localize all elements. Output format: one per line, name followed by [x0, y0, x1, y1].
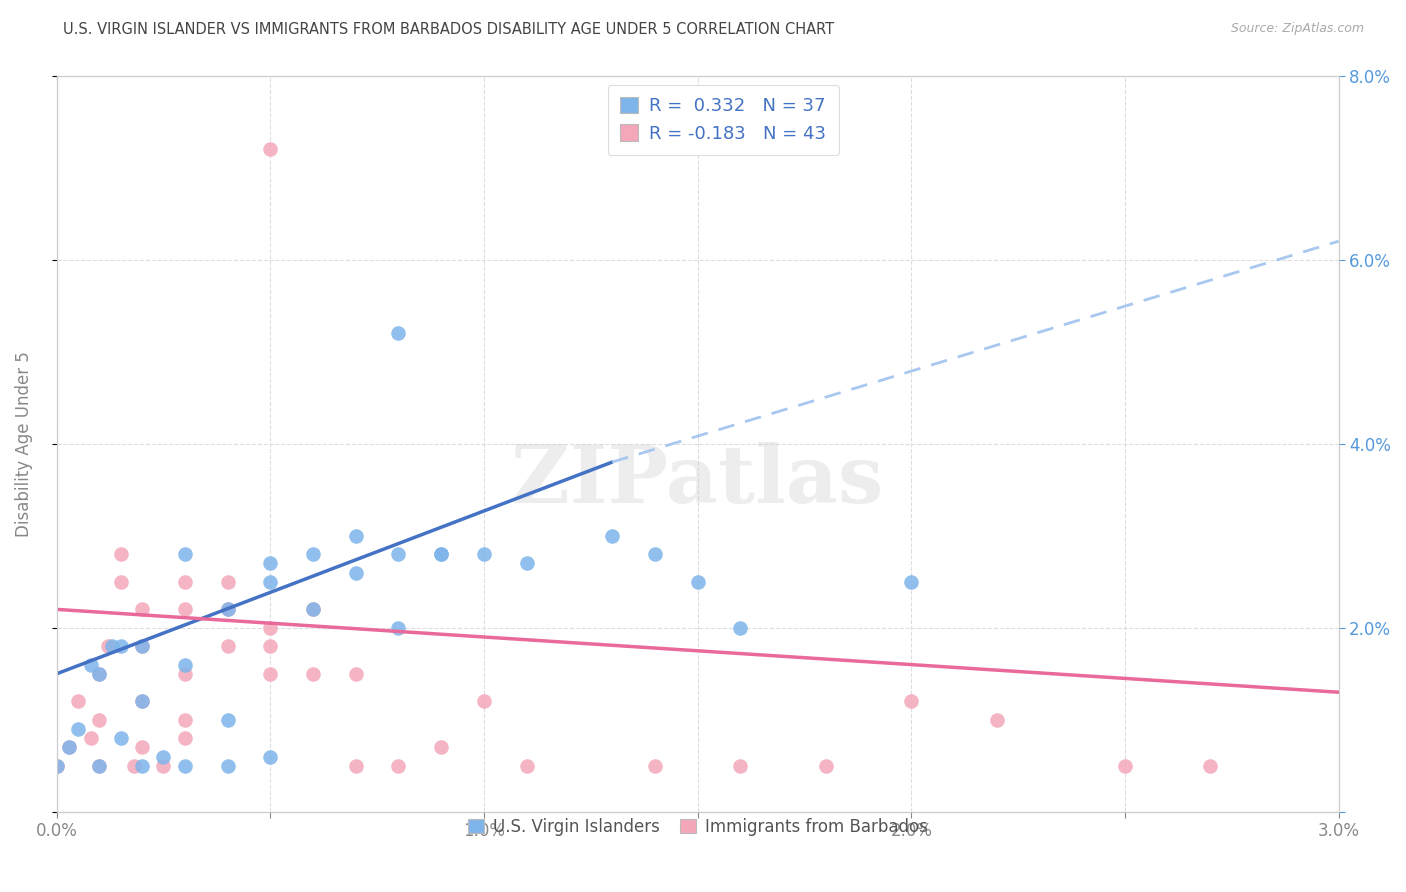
- Point: [387, 621, 409, 635]
- Point: [89, 759, 111, 773]
- Point: [80, 731, 103, 746]
- Point: [259, 574, 281, 589]
- Point: [89, 713, 111, 727]
- Point: [302, 666, 325, 681]
- Point: [344, 666, 367, 681]
- Point: [173, 602, 195, 616]
- Point: [97, 639, 120, 653]
- Point: [814, 759, 837, 773]
- Point: [89, 759, 111, 773]
- Point: [259, 639, 281, 653]
- Point: [131, 694, 153, 708]
- Point: [110, 639, 132, 653]
- Legend: U.S. Virgin Islanders, Immigrants from Barbados: U.S. Virgin Islanders, Immigrants from B…: [460, 809, 936, 844]
- Point: [387, 759, 409, 773]
- Point: [730, 621, 752, 635]
- Point: [516, 557, 538, 571]
- Point: [217, 713, 239, 727]
- Point: [259, 749, 281, 764]
- Point: [430, 547, 453, 561]
- Point: [110, 574, 132, 589]
- Point: [900, 694, 922, 708]
- Point: [66, 694, 89, 708]
- Point: [131, 759, 153, 773]
- Point: [387, 326, 409, 341]
- Point: [217, 574, 239, 589]
- Point: [131, 639, 153, 653]
- Point: [152, 749, 174, 764]
- Point: [173, 574, 195, 589]
- Point: [131, 694, 153, 708]
- Point: [430, 740, 453, 755]
- Point: [259, 666, 281, 681]
- Text: ZIPatlas: ZIPatlas: [512, 442, 884, 519]
- Point: [302, 602, 325, 616]
- Point: [173, 666, 195, 681]
- Point: [80, 657, 103, 672]
- Point: [101, 639, 124, 653]
- Point: [387, 547, 409, 561]
- Text: U.S. VIRGIN ISLANDER VS IMMIGRANTS FROM BARBADOS DISABILITY AGE UNDER 5 CORRELAT: U.S. VIRGIN ISLANDER VS IMMIGRANTS FROM …: [63, 22, 834, 37]
- Point: [686, 574, 709, 589]
- Point: [217, 602, 239, 616]
- Point: [516, 759, 538, 773]
- Point: [122, 759, 145, 773]
- Point: [472, 547, 495, 561]
- Point: [259, 142, 281, 156]
- Point: [344, 529, 367, 543]
- Point: [344, 566, 367, 580]
- Point: [131, 602, 153, 616]
- Point: [173, 759, 195, 773]
- Point: [986, 713, 1008, 727]
- Point: [89, 666, 111, 681]
- Point: [217, 602, 239, 616]
- Point: [173, 547, 195, 561]
- Point: [644, 759, 666, 773]
- Point: [131, 639, 153, 653]
- Point: [344, 759, 367, 773]
- Point: [600, 529, 623, 543]
- Point: [152, 759, 174, 773]
- Point: [173, 713, 195, 727]
- Point: [58, 740, 80, 755]
- Point: [89, 666, 111, 681]
- Point: [302, 547, 325, 561]
- Point: [173, 731, 195, 746]
- Point: [58, 740, 80, 755]
- Point: [644, 547, 666, 561]
- Point: [430, 547, 453, 561]
- Point: [131, 740, 153, 755]
- Text: Source: ZipAtlas.com: Source: ZipAtlas.com: [1230, 22, 1364, 36]
- Point: [730, 759, 752, 773]
- Y-axis label: Disability Age Under 5: Disability Age Under 5: [15, 351, 32, 537]
- Point: [217, 759, 239, 773]
- Point: [66, 722, 89, 736]
- Point: [472, 694, 495, 708]
- Point: [900, 574, 922, 589]
- Point: [45, 759, 67, 773]
- Point: [259, 557, 281, 571]
- Point: [1114, 759, 1136, 773]
- Point: [259, 621, 281, 635]
- Point: [1199, 759, 1222, 773]
- Point: [110, 731, 132, 746]
- Point: [173, 657, 195, 672]
- Point: [302, 602, 325, 616]
- Point: [110, 547, 132, 561]
- Point: [217, 639, 239, 653]
- Point: [45, 759, 67, 773]
